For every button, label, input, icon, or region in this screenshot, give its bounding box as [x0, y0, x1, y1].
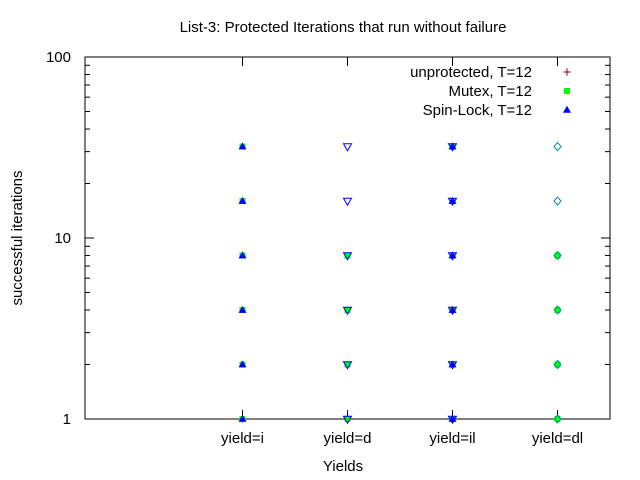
- data-points: [238, 141, 562, 425]
- data-point: [344, 361, 351, 368]
- data-point: [344, 307, 351, 314]
- data-point: [342, 361, 353, 370]
- series-1: [239, 143, 561, 422]
- y-tick-label: 10: [54, 230, 71, 247]
- y-tick-label: 100: [46, 49, 71, 66]
- data-point: [342, 197, 353, 207]
- data-point: [447, 197, 458, 207]
- data-point: [238, 142, 247, 150]
- data-point: [553, 305, 562, 315]
- data-point: [342, 415, 353, 425]
- data-point: [238, 196, 247, 204]
- x-tick-label: yield=dl: [532, 430, 583, 447]
- data-point: [344, 252, 351, 259]
- legend-marker: [563, 68, 571, 76]
- x-axis: yield=i yield=d yield=il yield=dl: [221, 57, 583, 447]
- y-tick-label: 1: [63, 411, 71, 428]
- legend-marker: [564, 88, 570, 94]
- data-point: [344, 416, 351, 422]
- chart-title: List-3: Protected Iterations that run wi…: [180, 19, 507, 36]
- x-tick-label: yield=il: [429, 430, 475, 447]
- data-point: [554, 252, 561, 259]
- y-axis-label: successful iterations: [9, 170, 26, 305]
- data-point: [553, 196, 562, 206]
- data-point: [554, 416, 561, 422]
- legend-label: Mutex, T=12: [448, 83, 532, 100]
- legend: unprotected, T=12 Mutex, T=12 Spin-Lock, T…: [410, 64, 571, 119]
- y-axis: 1 10 100: [46, 49, 610, 428]
- data-point: [553, 141, 562, 152]
- legend-label: Spin-Lock, T=12: [423, 102, 532, 119]
- data-point: [238, 251, 247, 259]
- data-point: [238, 360, 247, 368]
- legend-label: unprotected, T=12: [410, 64, 532, 81]
- data-point: [447, 306, 458, 316]
- x-tick-label: yield=i: [221, 430, 264, 447]
- data-point: [553, 414, 562, 424]
- data-point: [447, 252, 458, 261]
- data-point: [238, 305, 247, 313]
- data-point: [554, 307, 561, 314]
- series-4: [553, 141, 562, 424]
- data-point: [554, 361, 561, 368]
- data-point: [447, 415, 458, 425]
- data-point: [553, 250, 562, 261]
- data-point: [342, 143, 353, 152]
- data-point: [553, 359, 562, 370]
- x-tick-label: yield=d: [324, 430, 372, 447]
- x-axis-label: Yields: [323, 458, 363, 475]
- series-3: [342, 143, 458, 425]
- data-point: [342, 306, 353, 316]
- data-point: [238, 414, 247, 422]
- data-point: [342, 252, 353, 261]
- data-point: [447, 361, 458, 370]
- data-point: [447, 143, 458, 152]
- legend-marker: [563, 105, 571, 113]
- series-2: [238, 142, 457, 422]
